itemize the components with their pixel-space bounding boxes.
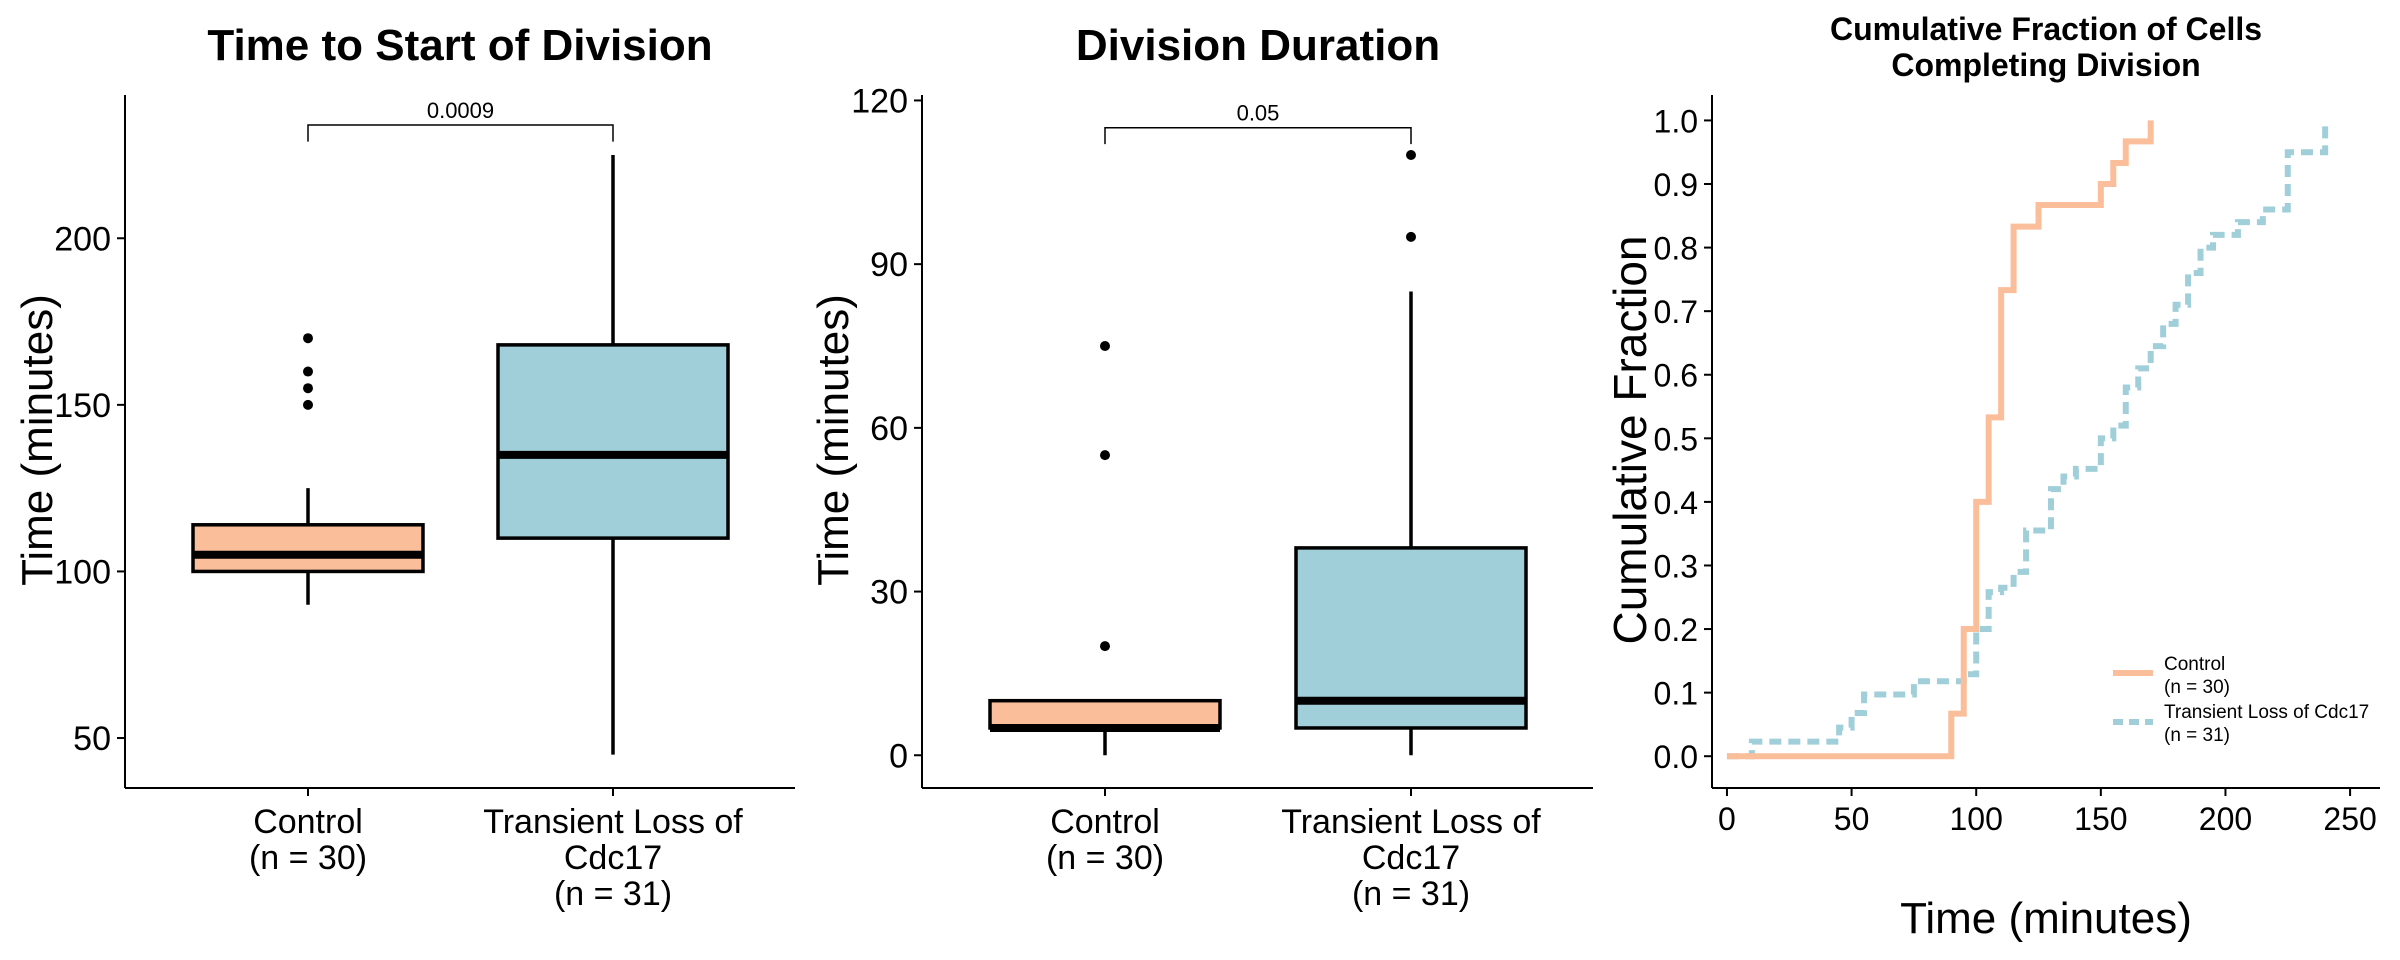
x-tick-label: (n = 31) xyxy=(554,875,672,913)
box-iqr xyxy=(191,523,425,574)
y-tick-label: 0.3 xyxy=(1654,548,1698,584)
x-tick-label: Transient Loss of xyxy=(1281,803,1541,841)
series-line-control xyxy=(1726,120,2154,760)
legend-label-control-n: (n = 30) xyxy=(2164,677,2230,698)
y-tick-label: 120 xyxy=(851,82,908,120)
panel-2-y-axis-label: Time (minutes) xyxy=(809,294,858,586)
y-tick-label: 200 xyxy=(54,220,111,258)
panel-3-plot-area: 0.0 0.1 0.2 0.3 0.4 0.5 0.6 0.7 0.8 0.9 1.0 0 50 100 1… xyxy=(1654,95,2380,837)
outlier-point xyxy=(1100,341,1110,352)
legend-label-transient-n: (n = 31) xyxy=(2164,725,2230,746)
panel-3-x-axis-label: Time (minutes) xyxy=(1900,894,2192,943)
box-iqr xyxy=(496,343,730,540)
series-line-transient xyxy=(1726,120,2329,760)
outlier-point xyxy=(303,333,313,344)
panel-3-title-line-2: Completing Division xyxy=(1891,47,2200,83)
x-tick-label: Cdc17 xyxy=(1362,839,1460,877)
y-tick-label: 0.2 xyxy=(1654,612,1698,648)
x-tick-label: 0 xyxy=(1718,801,1736,837)
outlier-point xyxy=(303,399,313,410)
outlier-point xyxy=(1100,450,1110,461)
panel-1-plot-area: 50 100 150 200 Control(n = 30) Transient Loss… xyxy=(54,95,795,913)
y-tick-label: 0.1 xyxy=(1654,676,1698,712)
y-tick-label: 50 xyxy=(73,720,111,758)
panel-cumulative-fraction: Cumulative Fraction of Cells Completing … xyxy=(1604,11,2380,943)
panel-time-to-start: Time to Start of Division Time (minutes)… xyxy=(13,21,795,913)
y-tick-label: 0.5 xyxy=(1654,421,1698,457)
x-tick-label: (n = 31) xyxy=(1352,875,1470,913)
y-tick-label: 0.7 xyxy=(1654,294,1698,330)
outlier-point xyxy=(1406,150,1416,161)
y-tick-label: 30 xyxy=(870,574,908,612)
panel-3-y-axis-label: Cumulative Fraction xyxy=(1604,235,1656,644)
y-tick-label: 0.0 xyxy=(1654,739,1698,775)
panel-2-plot-area: 0 30 60 90 120 Control(n = 30) Transient Loss … xyxy=(851,82,1593,913)
outlier-point xyxy=(1406,231,1416,242)
significance-bracket xyxy=(307,124,614,142)
x-tick-label: (n = 30) xyxy=(1046,839,1164,877)
y-tick-label: 0 xyxy=(889,737,908,775)
x-tick-label: 200 xyxy=(2199,801,2252,837)
x-tick-label: 50 xyxy=(1834,801,1870,837)
x-tick-label: 150 xyxy=(2074,801,2127,837)
y-tick-label: 0.9 xyxy=(1654,167,1698,203)
outlier-point xyxy=(303,366,313,377)
outlier-point xyxy=(1100,641,1110,652)
x-tick-label: Cdc17 xyxy=(564,839,662,877)
x-tick-label: (n = 30) xyxy=(249,839,367,877)
y-tick-label: 60 xyxy=(870,410,908,448)
outlier-point xyxy=(303,383,313,394)
y-tick-label: 1.0 xyxy=(1654,103,1698,139)
y-tick-label: 90 xyxy=(870,246,908,284)
significance-label: 0.05 xyxy=(1237,101,1280,126)
panel-3-title: Cumulative Fraction of Cells xyxy=(1830,11,2262,47)
y-tick-label: 100 xyxy=(54,553,111,591)
y-tick-label: 150 xyxy=(54,387,111,425)
y-tick-label: 0.8 xyxy=(1654,231,1698,267)
legend-label-transient: Transient Loss of Cdc17 xyxy=(2164,702,2369,723)
panel-1-y-axis-label: Time (minutes) xyxy=(13,294,62,586)
x-tick-label: Control xyxy=(1050,803,1160,841)
box-iqr xyxy=(988,698,1222,730)
legend-label-control: Control xyxy=(2164,654,2225,675)
panel-1-title: Time to Start of Division xyxy=(207,21,712,70)
significance-label: 0.0009 xyxy=(427,98,494,123)
y-tick-label: 0.6 xyxy=(1654,358,1698,394)
y-tick-label: 0.4 xyxy=(1654,485,1698,521)
panel-2-title: Division Duration xyxy=(1076,21,1440,70)
x-tick-label: Transient Loss of xyxy=(483,803,743,841)
legend: Control (n = 30) Transient Loss of Cdc17… xyxy=(2113,654,2369,746)
x-tick-label: 250 xyxy=(2323,801,2376,837)
x-tick-label: Control xyxy=(253,803,363,841)
x-tick-label: 100 xyxy=(1950,801,2003,837)
significance-bracket xyxy=(1104,126,1412,145)
panel-division-duration: Division Duration Time (minutes) 0 30 60 90… xyxy=(809,21,1593,913)
